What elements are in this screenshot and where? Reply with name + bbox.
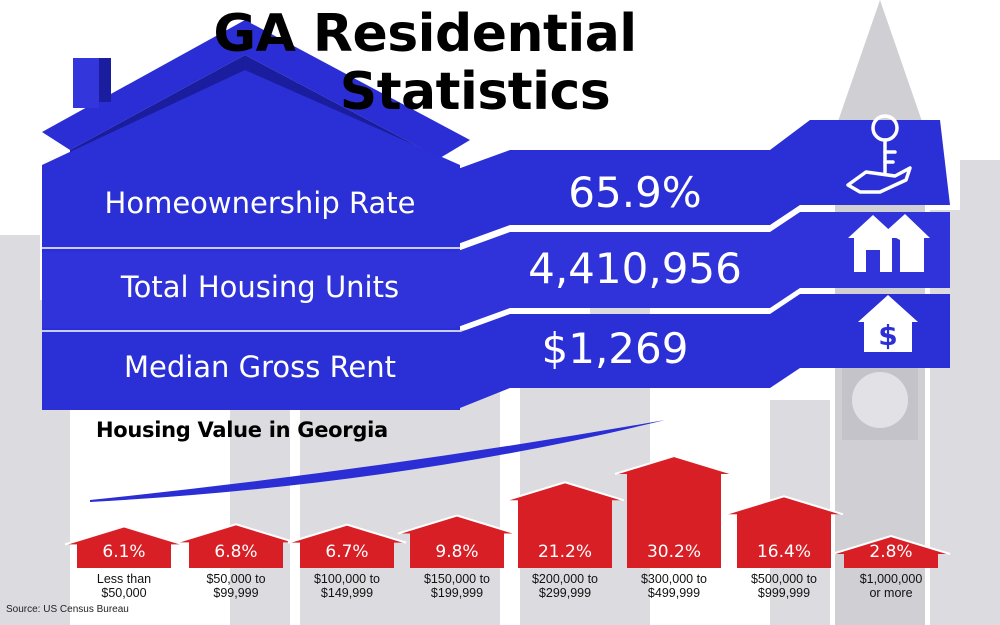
bar-value-label: 30.2% [646,542,701,562]
house-bar-roof-line [176,523,296,544]
housing-value-bars [64,454,951,568]
bar-value-label: 6.7% [325,542,369,562]
page-title-line-1: GA Residential [213,4,637,64]
houses-icon [848,214,930,272]
house-bar [177,524,295,568]
bar-category-label: $200,000 to $299,999 [531,572,599,600]
stat-value-homeownership: 65.9% [568,168,702,217]
stat-value-median-rent: $1,269 [541,324,689,373]
stat-label-median-rent: Median Gross Rent [123,350,397,384]
house-bar-roof-line [64,525,184,546]
house-bar-roof-line [614,454,734,475]
house-bar [832,536,950,568]
bar-category-label: $1,000,000 or more [859,572,923,600]
bar-category-label: $150,000 to $199,999 [423,572,491,600]
stat-label-housing-units: Total Housing Units [120,270,400,304]
svg-text:$: $ [878,319,897,352]
bar-category-label: $500,000 to $999,999 [750,572,818,600]
house-dollar-icon: $ [858,295,918,352]
bar-value-label: 2.8% [869,542,913,562]
stat-label-homeownership: Homeownership Rate [104,186,416,220]
bar-value-label: 16.4% [756,542,811,562]
bar-category-label: $50,000 to $99,999 [206,572,266,600]
house-bar-roof-line [724,495,844,516]
stat-value-housing-units: 4,410,956 [528,244,742,293]
stat-ribbons [42,120,950,410]
chart-title: Housing Value in Georgia [96,418,388,442]
house-bar [288,524,406,568]
bar-value-label: 6.8% [214,542,258,562]
house-bar [65,526,183,568]
house-bar [725,496,843,568]
hand-key-icon [846,114,912,194]
bar-value-label: 6.1% [102,542,146,562]
source-note: Source: US Census Bureau [6,604,129,615]
bar-category-label: Less than $50,000 [96,572,152,600]
page-title-line-2: Statistics [339,62,611,122]
house-bar-roof-line [505,481,625,502]
house-bar-roof-line [397,514,517,535]
house-bar [398,515,516,568]
house-bar-roof-line [831,534,951,555]
bar-value-label: 9.8% [435,542,479,562]
house-bar-roof-line [287,523,407,544]
house-bar [506,482,624,568]
bar-category-label: $300,000 to $499,999 [640,572,708,600]
bar-value-label: 21.2% [537,542,592,562]
bar-category-label: $100,000 to $149,999 [313,572,381,600]
house-bar [615,456,733,568]
